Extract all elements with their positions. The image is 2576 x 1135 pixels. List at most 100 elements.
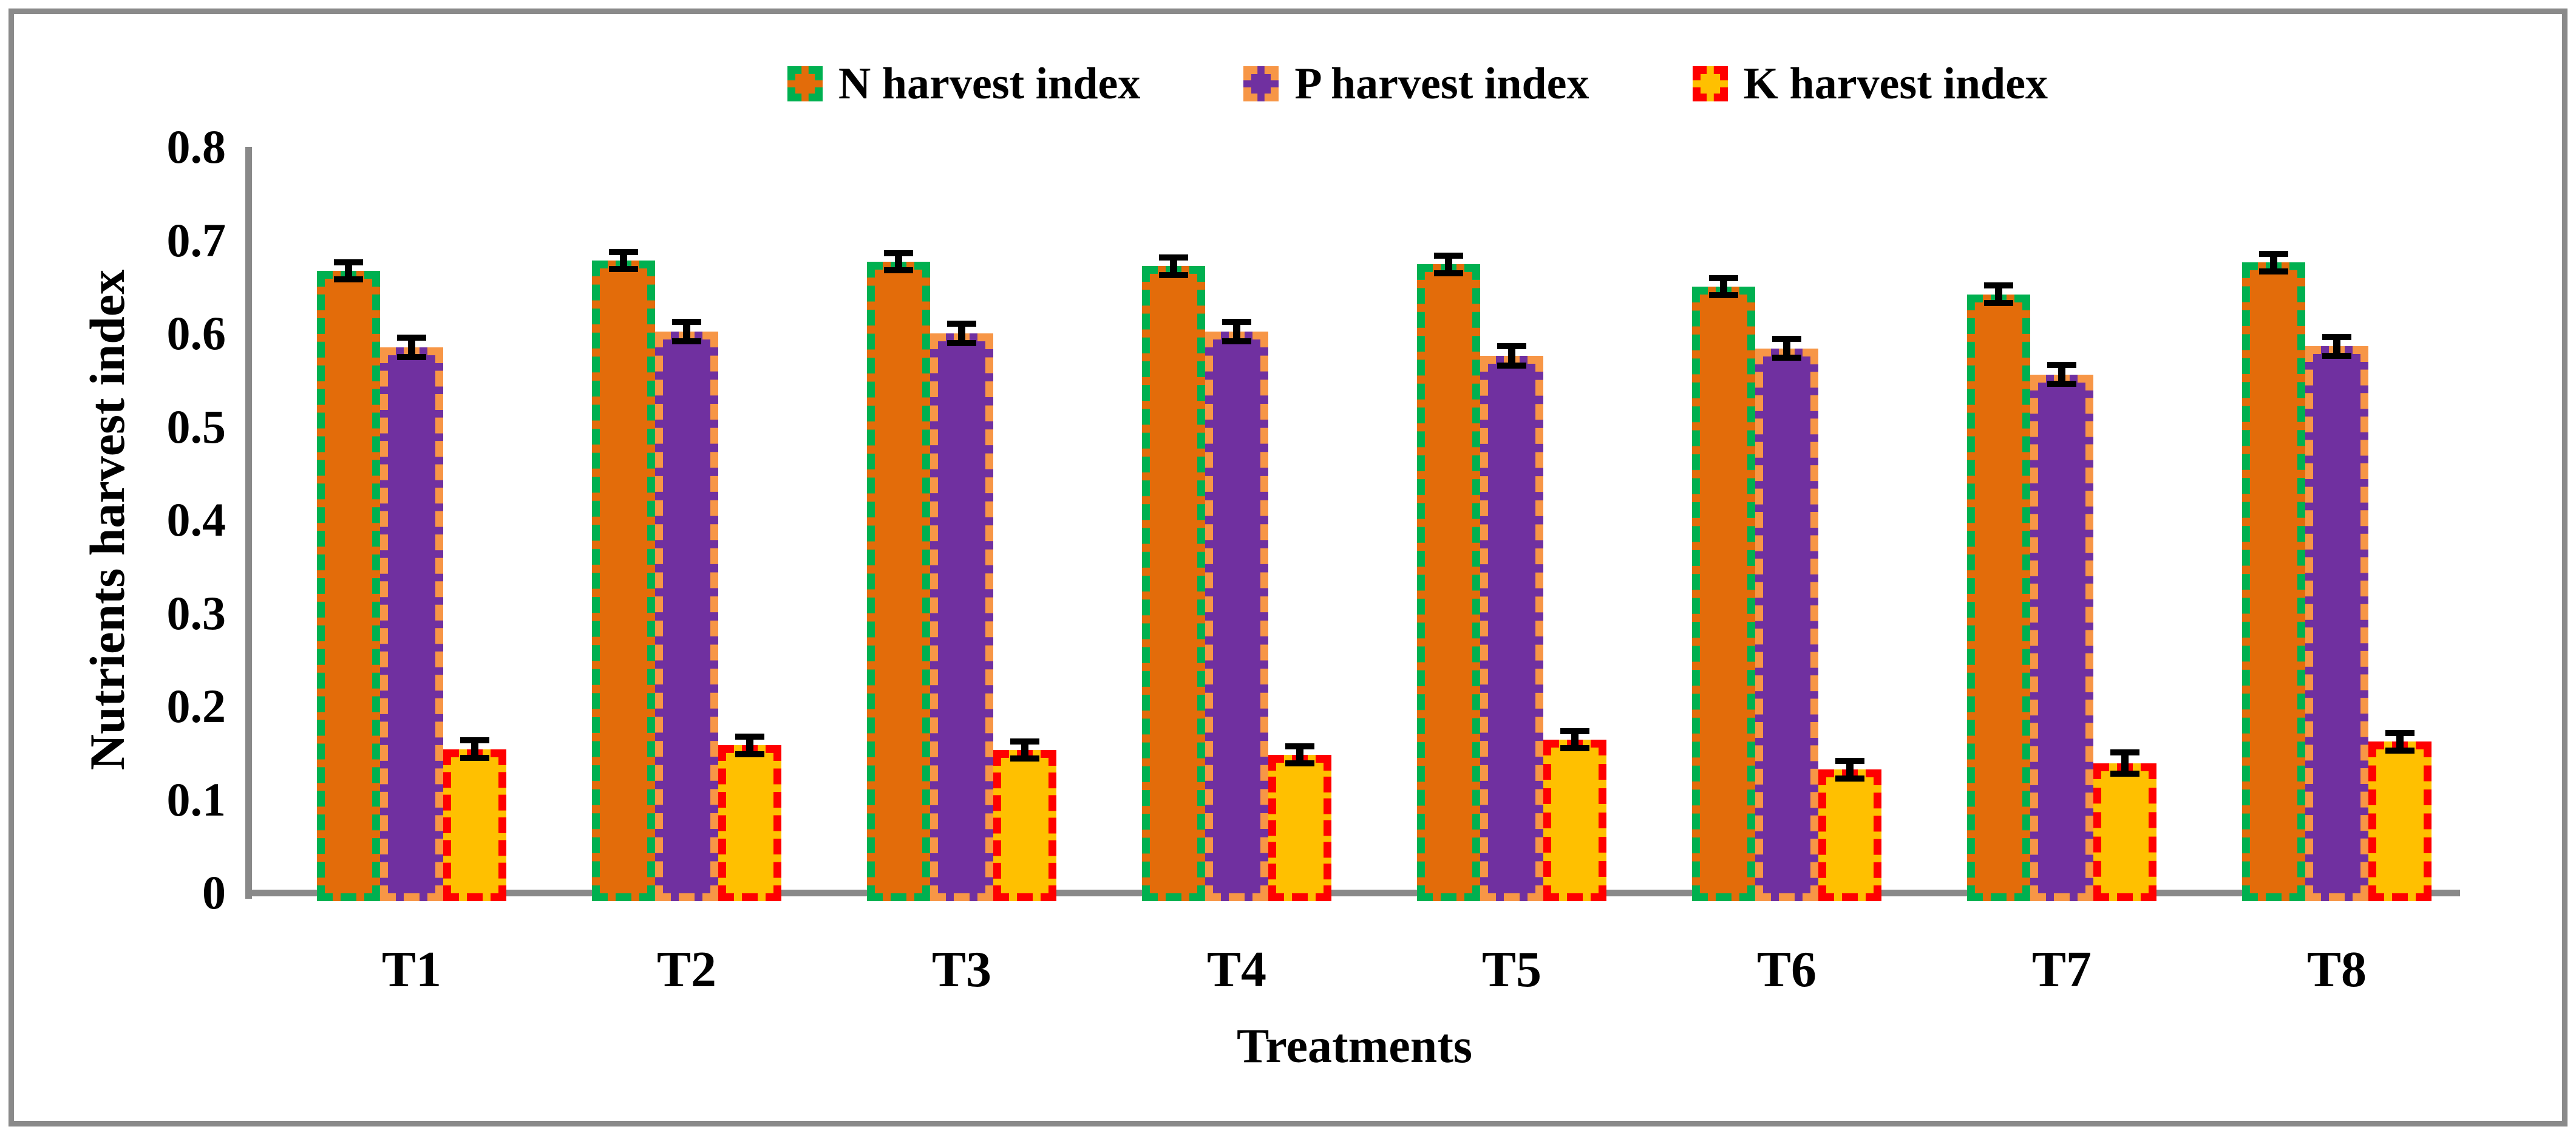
error-bar-T4-N — [1159, 254, 1188, 278]
error-bar-stem — [408, 340, 415, 355]
error-bar-T4-K — [1285, 743, 1314, 767]
error-bar-T4-P — [1222, 319, 1251, 344]
error-bar-T1-P — [397, 335, 426, 360]
error-bar-stem — [1846, 763, 1854, 776]
legend-item-k-harvest-index: K harvest index — [1692, 58, 2048, 110]
bar-T4-K — [1268, 754, 1331, 901]
error-bar-stem — [1571, 734, 1579, 746]
error-bar-T5-P — [1497, 343, 1526, 369]
error-bar-cap-bottom — [947, 339, 976, 346]
error-bar-cap-top — [2047, 361, 2076, 368]
bar-T6-K — [1818, 769, 1881, 901]
error-bar-cap-bottom — [672, 338, 701, 344]
bar-T5-K — [1543, 740, 1606, 901]
error-bar-cap-top — [1010, 738, 1039, 745]
y-tick-label: 0.2 — [166, 680, 226, 732]
error-bar-cap-bottom — [1010, 755, 1039, 762]
error-bar-cap-bottom — [2259, 268, 2288, 274]
error-bar-T2-N — [609, 249, 638, 273]
error-bar-cap-top — [672, 319, 701, 326]
error-bar-T5-K — [1560, 728, 1589, 752]
error-bar-cap-top — [1835, 758, 1864, 765]
error-bar-stem — [895, 255, 902, 268]
error-bar-stem — [2396, 735, 2404, 748]
y-tick-label: 0.5 — [166, 400, 226, 453]
error-bar-cap-bottom — [2110, 770, 2139, 777]
error-bar-cap-top — [609, 249, 638, 256]
error-bar-T3-K — [1010, 738, 1039, 762]
bar-T7-N — [1967, 294, 2030, 901]
y-tick-label: 0 — [202, 866, 226, 919]
error-bar-stem — [620, 254, 627, 267]
error-bar-cap-top — [884, 250, 913, 256]
legend-item-n-harvest-index: N harvest index — [787, 58, 1140, 110]
error-bar-cap-bottom — [609, 266, 638, 273]
error-bar-stem — [1296, 748, 1303, 762]
bar-T2-K — [718, 745, 781, 901]
bar-T1-P — [380, 347, 443, 901]
bar-T5-P — [1480, 355, 1543, 901]
error-bar-cap-bottom — [1709, 292, 1738, 299]
error-bar-stem — [1170, 260, 1177, 273]
bar-T4-N — [1142, 266, 1205, 901]
legend-item-p-harvest-index: P harvest index — [1243, 58, 1589, 110]
error-bar-cap-top — [1497, 343, 1526, 350]
error-bar-cap-bottom — [1285, 760, 1314, 767]
legend-label: K harvest index — [1743, 58, 2048, 109]
error-bar-cap-top — [1709, 275, 1738, 282]
y-tick-label: 0.6 — [166, 307, 226, 360]
error-bar-cap-bottom — [1222, 338, 1251, 344]
error-bar-stem — [2333, 339, 2340, 354]
error-bar-cap-bottom — [2322, 353, 2351, 360]
error-bar-cap-bottom — [2385, 747, 2415, 754]
y-tick-label: 0.4 — [166, 493, 226, 546]
error-bar-cap-bottom — [884, 267, 913, 273]
error-bar-cap-bottom — [460, 754, 489, 761]
bar-T5-N — [1417, 264, 1480, 901]
y-tick-label: 0.8 — [166, 120, 226, 173]
error-bar-T8-K — [2385, 730, 2415, 754]
error-bar-T2-K — [735, 734, 764, 757]
error-bar-stem — [2058, 367, 2065, 382]
error-bar-T7-N — [1984, 282, 2013, 306]
error-bar-stem — [1233, 324, 1240, 339]
error-bar-cap-top — [2322, 333, 2351, 340]
error-bar-stem — [1720, 281, 1727, 293]
error-bar-cap-top — [1159, 254, 1188, 261]
error-bar-cap-top — [735, 734, 764, 740]
error-bar-T7-P — [2047, 361, 2076, 387]
error-bar-T6-K — [1835, 758, 1864, 782]
y-tick-label: 0.7 — [166, 213, 226, 267]
legend-marker-icon — [1243, 66, 1279, 101]
error-bar-cap-top — [2385, 730, 2415, 737]
error-bar-cap-bottom — [1560, 745, 1589, 752]
bar-T7-K — [2093, 763, 2156, 901]
error-bar-cap-top — [1285, 743, 1314, 749]
bar-T2-P — [655, 331, 718, 901]
error-bar-stem — [1021, 743, 1028, 757]
x-axis-title: Treatments — [1236, 1020, 1473, 1073]
error-bar-cap-top — [2110, 749, 2139, 756]
error-bar-T1-K — [460, 737, 489, 761]
error-bar-T6-P — [1772, 335, 1801, 361]
error-bar-T3-N — [884, 250, 913, 273]
error-bar-cap-bottom — [1159, 271, 1188, 278]
error-bar-stem — [471, 743, 478, 755]
error-bar-stem — [1783, 341, 1790, 356]
x-tick-label-T1: T1 — [381, 941, 442, 998]
y-tick-label: 0.3 — [166, 586, 226, 639]
legend-label: N harvest index — [838, 58, 1141, 109]
error-bar-cap-bottom — [334, 276, 363, 283]
error-bar-cap-top — [460, 737, 489, 744]
y-axis-line — [245, 147, 252, 899]
error-bar-cap-bottom — [735, 751, 764, 757]
x-tick-label-T5: T5 — [1481, 941, 1542, 998]
error-bar-stem — [1995, 288, 2002, 301]
error-bar-stem — [345, 264, 352, 278]
error-bar-stem — [683, 324, 690, 339]
error-bar-cap-top — [334, 259, 363, 265]
error-bar-cap-top — [397, 335, 426, 341]
error-bar-T8-P — [2322, 333, 2351, 360]
bar-T8-P — [2305, 346, 2368, 901]
